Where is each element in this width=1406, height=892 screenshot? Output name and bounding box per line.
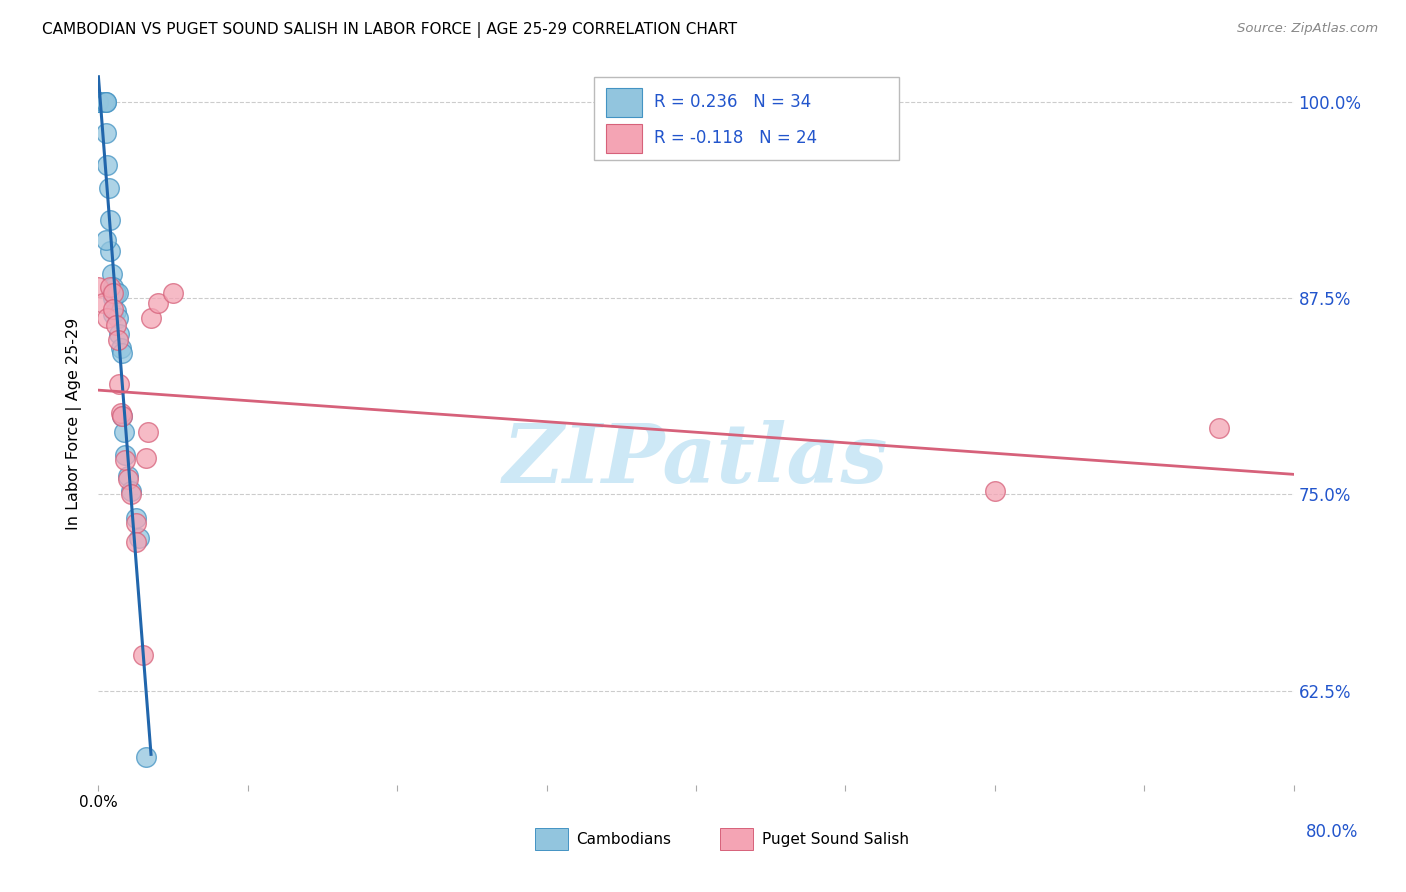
Point xyxy=(107,286,129,301)
Point xyxy=(87,95,110,109)
Point xyxy=(103,307,125,321)
Point xyxy=(128,532,150,546)
Point xyxy=(103,291,125,305)
Point xyxy=(135,749,157,764)
Point xyxy=(110,406,132,420)
Point xyxy=(1208,421,1230,435)
Point xyxy=(105,303,128,318)
Point xyxy=(87,95,110,109)
Point xyxy=(108,327,131,342)
Point xyxy=(98,212,122,227)
Point xyxy=(162,286,184,301)
Point xyxy=(111,346,134,360)
Text: R = -0.118   N = 24: R = -0.118 N = 24 xyxy=(654,129,817,147)
Point xyxy=(87,280,110,294)
Text: Source: ZipAtlas.com: Source: ZipAtlas.com xyxy=(1237,22,1378,36)
Point xyxy=(104,286,127,301)
Point xyxy=(108,377,131,392)
Point xyxy=(96,157,118,171)
Point xyxy=(125,534,148,549)
Point xyxy=(87,95,110,109)
Point xyxy=(107,311,129,326)
FancyBboxPatch shape xyxy=(720,829,754,850)
Point xyxy=(94,95,117,109)
Point xyxy=(111,409,134,423)
Point xyxy=(132,648,155,662)
Point xyxy=(93,95,115,109)
Point xyxy=(110,341,132,355)
FancyBboxPatch shape xyxy=(606,87,643,117)
Point xyxy=(103,286,125,301)
Point xyxy=(103,301,125,316)
Point xyxy=(120,487,142,501)
Point xyxy=(984,484,1007,499)
Point xyxy=(101,268,124,282)
Point xyxy=(135,451,157,466)
Point xyxy=(120,484,142,499)
Point xyxy=(111,409,134,423)
Point xyxy=(105,318,128,332)
Point xyxy=(112,425,135,439)
Point xyxy=(136,425,159,439)
Text: ZIPatlas: ZIPatlas xyxy=(503,420,889,500)
Text: Puget Sound Salish: Puget Sound Salish xyxy=(762,831,908,847)
Point xyxy=(117,472,139,486)
Point xyxy=(114,452,136,467)
Point xyxy=(103,280,125,294)
Point xyxy=(94,95,117,109)
Point xyxy=(94,126,117,140)
Point xyxy=(148,295,170,310)
Y-axis label: In Labor Force | Age 25-29: In Labor Force | Age 25-29 xyxy=(66,318,83,530)
Point xyxy=(139,311,162,326)
Point xyxy=(98,280,122,294)
Point xyxy=(87,95,110,109)
Point xyxy=(101,286,124,301)
Point xyxy=(91,295,114,310)
Text: Cambodians: Cambodians xyxy=(576,831,672,847)
FancyBboxPatch shape xyxy=(606,124,643,153)
Point xyxy=(105,286,128,301)
Point xyxy=(107,334,129,348)
Point xyxy=(94,233,117,247)
Point xyxy=(125,511,148,525)
Text: R = 0.236   N = 34: R = 0.236 N = 34 xyxy=(654,93,811,112)
Point xyxy=(98,244,122,258)
FancyBboxPatch shape xyxy=(595,77,900,160)
Text: CAMBODIAN VS PUGET SOUND SALISH IN LABOR FORCE | AGE 25-29 CORRELATION CHART: CAMBODIAN VS PUGET SOUND SALISH IN LABOR… xyxy=(42,22,737,38)
FancyBboxPatch shape xyxy=(534,829,568,850)
Point xyxy=(114,448,136,462)
Text: 80.0%: 80.0% xyxy=(1306,823,1358,841)
Point xyxy=(117,468,139,483)
Point xyxy=(97,181,120,195)
Point xyxy=(96,311,118,326)
Point xyxy=(125,516,148,530)
